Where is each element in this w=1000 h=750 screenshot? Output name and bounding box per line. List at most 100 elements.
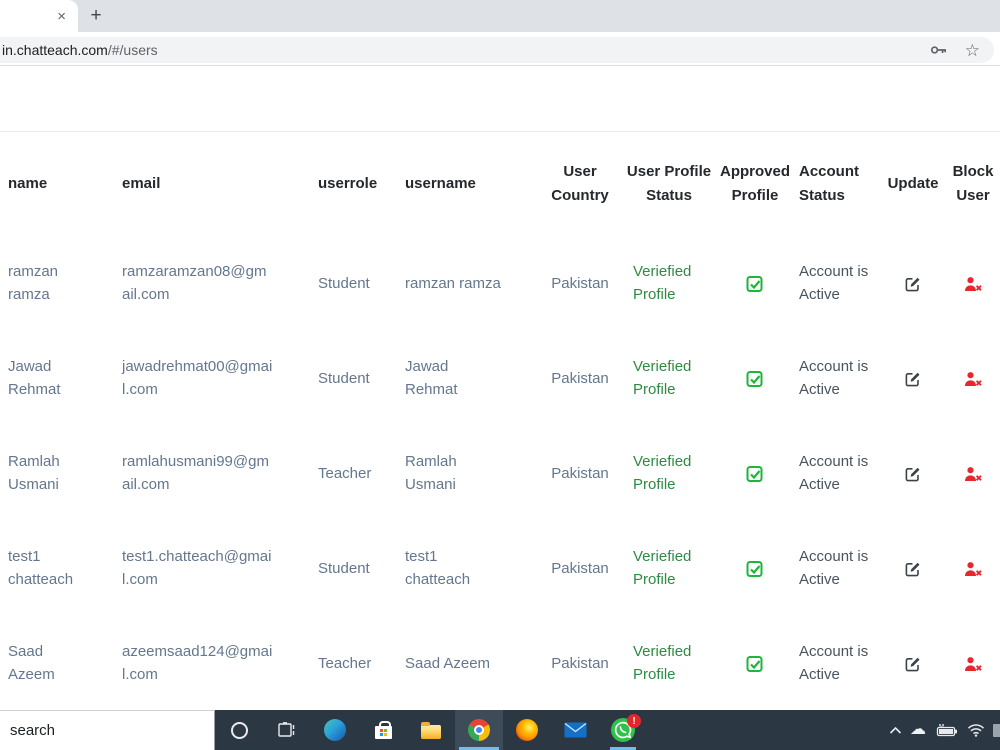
task-view-button[interactable]: [263, 710, 311, 750]
tab-strip: × +: [0, 0, 1000, 32]
cell-userrole: Student: [318, 369, 370, 387]
cell-email: jawadrehmat00@gmail.com: [122, 358, 273, 398]
cell-userrole: Student: [318, 274, 370, 292]
users-table: name email userrole username User Countr…: [0, 131, 1000, 710]
cell-profile-status: Veriefied Profile: [633, 263, 692, 303]
cell-name: ramzan ramza: [8, 263, 59, 303]
chrome-button[interactable]: [455, 710, 503, 750]
header-approved-profile: Approved Profile: [715, 131, 795, 236]
update-edit-icon[interactable]: [904, 370, 922, 388]
table-header: name email userrole username User Countr…: [0, 131, 1000, 236]
approved-check-square-icon[interactable]: [746, 370, 764, 388]
tray-language-icon[interactable]: [993, 723, 1000, 737]
mail-icon: [564, 722, 586, 738]
cell-profile-status: Veriefied Profile: [633, 548, 692, 588]
table-row: Jawad Rehmat jawadrehmat00@gmail.com Stu…: [0, 331, 1000, 426]
browser-toolbar: in.chatteach.com/#/users ☆: [0, 32, 1000, 66]
block-user-x-icon[interactable]: [964, 656, 983, 672]
update-edit-icon[interactable]: [904, 655, 922, 673]
store-icon: [374, 721, 392, 739]
cell-profile-status: Veriefied Profile: [633, 453, 692, 493]
approved-check-square-icon[interactable]: [746, 560, 764, 578]
cell-user-country: Pakistan: [551, 654, 609, 672]
cell-account-status: Account is Active: [799, 453, 869, 493]
cell-name: test1 chatteach: [8, 548, 74, 588]
cell-user-country: Pakistan: [551, 559, 609, 577]
url-text[interactable]: in.chatteach.com/#/users: [0, 42, 158, 58]
block-user-x-icon[interactable]: [964, 561, 983, 577]
header-user-country: User Country: [537, 131, 623, 236]
file-explorer-icon: [421, 721, 441, 739]
new-tab-button[interactable]: +: [90, 5, 102, 26]
cell-account-status: Account is Active: [799, 643, 869, 683]
store-button[interactable]: [359, 710, 407, 750]
cell-account-status: Account is Active: [799, 358, 869, 398]
block-user-x-icon[interactable]: [964, 466, 983, 482]
cell-userrole: Teacher: [318, 464, 372, 482]
approved-check-square-icon[interactable]: [746, 655, 764, 673]
table-row: Ramlah Usmani ramlahusmani99@gmail.com T…: [0, 426, 1000, 521]
browser-tab[interactable]: ×: [0, 0, 78, 32]
cell-user-country: Pakistan: [551, 369, 609, 387]
cell-profile-status: Veriefied Profile: [633, 643, 692, 683]
address-bar[interactable]: in.chatteach.com/#/users ☆: [0, 37, 994, 63]
update-edit-icon[interactable]: [904, 560, 922, 578]
edge-button[interactable]: [311, 710, 359, 750]
tray-chevron-up-icon[interactable]: [889, 726, 902, 735]
header-username: username: [397, 131, 537, 236]
mail-button[interactable]: [551, 710, 599, 750]
cortana-icon: [230, 721, 248, 739]
search-input[interactable]: [0, 722, 214, 739]
whatsapp-notification-badge: !: [627, 714, 641, 728]
url-domain: in.chatteach.com: [2, 42, 108, 58]
header-block-user: Block User: [946, 131, 1000, 236]
taskbar-search-box[interactable]: [0, 710, 215, 750]
header-name: name: [0, 131, 114, 236]
cell-profile-status: Veriefied Profile: [633, 358, 692, 398]
cell-user-country: Pakistan: [551, 464, 609, 482]
cell-username: ramzan ramza: [405, 274, 501, 292]
chrome-icon: [468, 719, 490, 741]
cortana-button[interactable]: [215, 710, 263, 750]
header-update: Update: [880, 131, 946, 236]
header-user-profile-status: User Profile Status: [623, 131, 715, 236]
edge-icon: [324, 719, 346, 741]
firefox-icon: [516, 719, 538, 741]
header-userrole: userrole: [310, 131, 397, 236]
windows-taskbar: ! ☁: [0, 710, 1000, 750]
approved-check-square-icon[interactable]: [746, 465, 764, 483]
task-view-icon: [277, 722, 294, 737]
cell-email: test1.chatteach@gmail.com: [122, 548, 272, 588]
battery-icon[interactable]: [934, 723, 959, 737]
cell-userrole: Teacher: [318, 654, 372, 672]
bookmark-star-icon[interactable]: ☆: [964, 40, 980, 60]
cell-username: Ramlah Usmani: [405, 453, 457, 493]
cell-username: test1 chatteach: [405, 548, 471, 588]
cell-name: Ramlah Usmani: [8, 453, 60, 493]
table-row: ramzan ramza ramzaramzan08@gmail.com Stu…: [0, 236, 1000, 331]
system-tray: ☁: [889, 710, 1000, 750]
approved-check-square-icon[interactable]: [746, 275, 764, 293]
file-explorer-button[interactable]: [407, 710, 455, 750]
header-email: email: [114, 131, 310, 236]
cell-name: Jawad Rehmat: [8, 358, 61, 398]
tab-close-icon[interactable]: ×: [57, 7, 66, 25]
cell-account-status: Account is Active: [799, 548, 869, 588]
cell-userrole: Student: [318, 559, 370, 577]
onedrive-cloud-icon[interactable]: ☁: [910, 721, 926, 738]
cell-email: ramzaramzan08@gmail.com: [122, 263, 267, 303]
taskbar-pinned-apps: !: [215, 710, 647, 750]
firefox-button[interactable]: [503, 710, 551, 750]
table-row: test1 chatteach test1.chatteach@gmail.co…: [0, 521, 1000, 616]
password-key-icon[interactable]: [930, 42, 948, 58]
cell-user-country: Pakistan: [551, 274, 609, 292]
wifi-icon[interactable]: [967, 723, 985, 737]
update-edit-icon[interactable]: [904, 275, 922, 293]
whatsapp-button[interactable]: !: [599, 710, 647, 750]
table-row: Saad Azeem azeemsaad124@gmail.com Teache…: [0, 616, 1000, 711]
update-edit-icon[interactable]: [904, 465, 922, 483]
block-user-x-icon[interactable]: [964, 276, 983, 292]
block-user-x-icon[interactable]: [964, 371, 983, 387]
cell-username: Jawad Rehmat: [405, 358, 458, 398]
